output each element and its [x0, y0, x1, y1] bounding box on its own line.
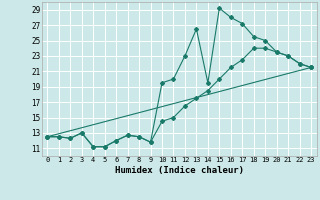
X-axis label: Humidex (Indice chaleur): Humidex (Indice chaleur) — [115, 166, 244, 175]
